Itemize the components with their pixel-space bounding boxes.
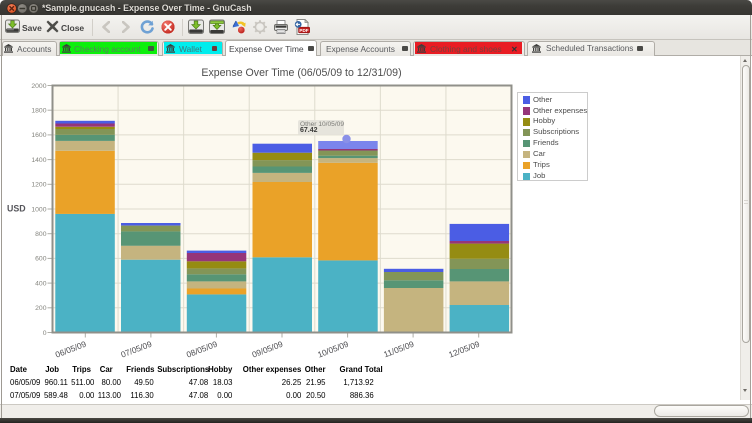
svg-text:12/05/09: 12/05/09 bbox=[447, 339, 481, 360]
svg-text:10/05/09: 10/05/09 bbox=[316, 339, 350, 360]
svg-text:2000: 2000 bbox=[31, 83, 46, 90]
svg-text:08/05/09: 08/05/09 bbox=[185, 339, 219, 360]
svg-text:800: 800 bbox=[35, 231, 47, 238]
svg-text:1400: 1400 bbox=[31, 157, 46, 164]
svg-text:600: 600 bbox=[35, 256, 47, 263]
svg-text:1000: 1000 bbox=[31, 206, 46, 213]
svg-text:Expense Over Time (06/05/09 to: Expense Over Time (06/05/09 to 12/31/09) bbox=[201, 67, 401, 79]
svg-text:400: 400 bbox=[35, 280, 47, 287]
svg-text:1800: 1800 bbox=[31, 108, 46, 115]
svg-text:USD: USD bbox=[7, 204, 26, 214]
svg-text:PDF: PDF bbox=[299, 27, 308, 32]
svg-text:1200: 1200 bbox=[31, 182, 46, 189]
svg-text:200: 200 bbox=[35, 305, 47, 312]
svg-text:11/05/09: 11/05/09 bbox=[382, 339, 416, 360]
svg-text:0: 0 bbox=[43, 330, 47, 337]
svg-text:06/05/09: 06/05/09 bbox=[54, 339, 88, 360]
svg-text:1600: 1600 bbox=[31, 132, 46, 139]
svg-text:07/05/09: 07/05/09 bbox=[119, 339, 153, 360]
svg-text:09/05/09: 09/05/09 bbox=[250, 339, 284, 360]
